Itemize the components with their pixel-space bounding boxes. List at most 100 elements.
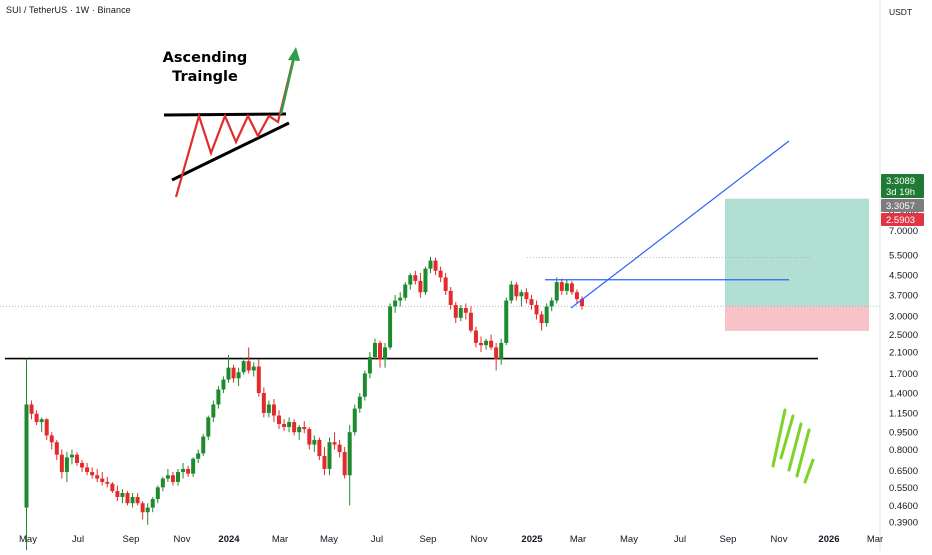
candle-body: [251, 366, 256, 371]
candle-body: [433, 260, 438, 271]
candle-body: [580, 299, 584, 307]
price-tick-label: 1.4000: [889, 389, 918, 400]
stop-price-badge-text: 2.5903: [886, 215, 915, 226]
time-tick-label: Nov: [471, 534, 488, 545]
candle-body: [408, 275, 413, 285]
time-tick-label: Jul: [72, 534, 84, 545]
candle-body: [514, 284, 519, 297]
candle-body: [569, 283, 574, 293]
logo-bar: [795, 428, 811, 478]
candle-body: [554, 282, 559, 301]
time-tick-label: Nov: [771, 534, 788, 545]
price-tick-label: 2.5000: [889, 330, 918, 341]
candle-body: [453, 304, 458, 318]
candle-body: [342, 452, 347, 476]
last-price-badge-text: 3.3089: [886, 176, 915, 187]
candle-body: [201, 436, 206, 454]
candle-body: [332, 442, 337, 445]
candle-body: [120, 493, 125, 497]
candle-body: [59, 454, 64, 473]
stop-zone: [725, 306, 869, 331]
price-tick-label: 0.5500: [889, 483, 918, 494]
candle-body: [34, 413, 39, 423]
candle-body: [347, 432, 352, 476]
level-lines: [0, 257, 880, 360]
time-tick-label: May: [620, 534, 638, 545]
candle-body: [564, 283, 569, 291]
candle-body: [322, 456, 327, 469]
candle-body: [372, 342, 377, 358]
candle-body: [150, 499, 155, 508]
candle-body: [44, 419, 49, 436]
candle-body: [499, 342, 504, 360]
price-axis: 8.50007.00005.50004.50003.70003.00002.50…: [879, 0, 918, 550]
candle-body: [574, 292, 579, 300]
candle-body: [519, 292, 524, 297]
candle-body: [241, 361, 246, 373]
candle-body: [216, 389, 221, 405]
candle-body: [367, 357, 372, 374]
time-tick-label: 2026: [818, 534, 839, 545]
price-tick-label: 7.0000: [889, 226, 918, 237]
candle-body: [544, 306, 549, 324]
entry-price-badge-text: 3.3057: [886, 201, 915, 212]
price-tick-label: 3.7000: [889, 290, 918, 301]
candle-body: [307, 429, 312, 445]
logo-bar: [803, 458, 815, 484]
candle-body: [49, 435, 54, 443]
time-tick-label: May: [320, 534, 338, 545]
time-tick-label: Jul: [674, 534, 686, 545]
candle-body: [282, 424, 287, 427]
candle-body: [277, 415, 281, 425]
candle-body: [145, 507, 150, 513]
candle-body: [443, 277, 448, 291]
candle-body: [413, 275, 418, 281]
candle-body: [398, 297, 403, 301]
time-axis: May Jul Sep Nov 2024 Mar May Jul Sep Nov 2025 Mar Ma…: [19, 534, 883, 545]
candle-body: [287, 422, 292, 427]
price-tick-label: 2.1000: [889, 348, 918, 359]
candle-body: [186, 468, 191, 474]
candle-body: [69, 454, 74, 458]
candle-body: [135, 496, 140, 504]
candle-body: [559, 282, 564, 291]
candle-body: [256, 366, 261, 394]
last-price-badge: [881, 174, 924, 198]
entry-price-badge: [881, 199, 924, 212]
candle-body: [418, 280, 423, 293]
candle-body: [504, 300, 509, 343]
price-tick-label: 0.9500: [889, 428, 918, 439]
candle-body: [125, 493, 130, 504]
candle-body: [524, 292, 529, 300]
time-tick-label: Nov: [174, 534, 191, 545]
candle-body: [438, 270, 443, 278]
candle-body: [484, 340, 489, 346]
price-tick-label: 5.5000: [889, 250, 918, 261]
candle-body: [110, 483, 115, 492]
candle-body: [85, 467, 90, 473]
time-tick-label: Mar: [867, 534, 883, 545]
stop-price-badge: [881, 213, 924, 226]
candle-body: [448, 290, 453, 305]
price-tick-label: 3.0000: [889, 312, 918, 323]
time-tick-label: Jul: [371, 534, 383, 545]
price-tick-label: 0.6500: [889, 466, 918, 477]
candle-body: [246, 361, 251, 371]
symbol-title[interactable]: SUI / TetherUS · 1W · Binance: [6, 5, 131, 15]
price-tick-label: 4.5000: [889, 271, 918, 282]
candle-body: [261, 393, 266, 413]
candle-body: [489, 340, 494, 348]
time-tick-label: Mar: [570, 534, 586, 545]
candle-body: [206, 417, 211, 437]
candle-body: [266, 404, 271, 413]
logo-bar: [779, 414, 795, 460]
candle-body: [100, 478, 105, 482]
drawing-overlays: [545, 140, 790, 309]
candle-body: [393, 300, 398, 307]
candle-body: [423, 268, 428, 293]
candle-body: [130, 496, 135, 504]
candle-body: [64, 457, 69, 473]
time-tick-label: May: [19, 534, 37, 545]
candle-body: [378, 342, 382, 360]
